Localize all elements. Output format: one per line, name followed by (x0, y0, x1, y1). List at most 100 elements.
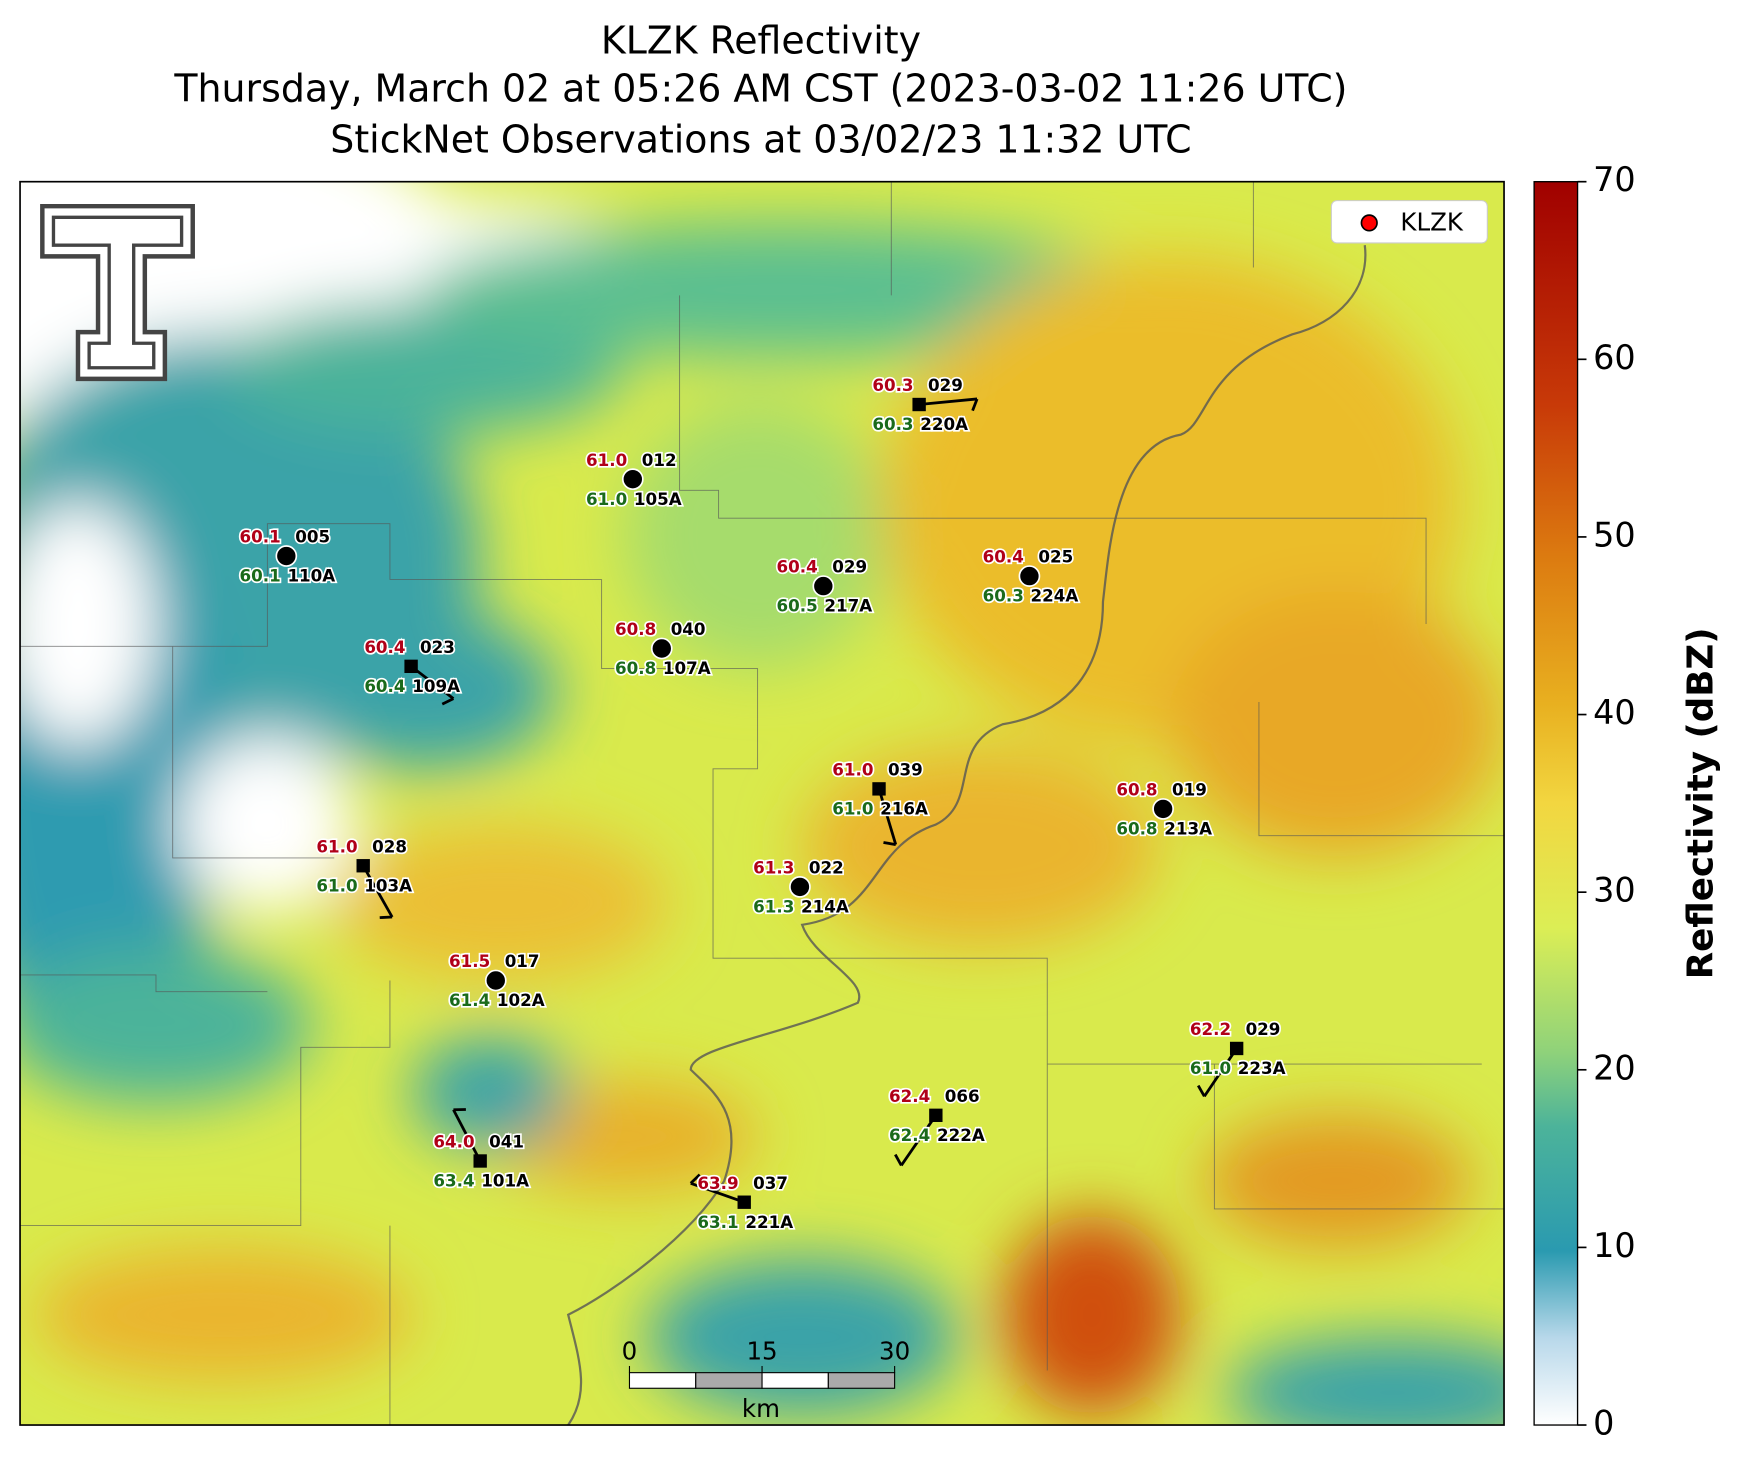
legend-label: KLZK (1400, 208, 1463, 237)
wind-barb-flag (379, 915, 393, 920)
observation-time: StickNet Observations at 03/02/23 11:32 … (330, 118, 1191, 162)
dewpoint: 61.0 (1190, 1058, 1231, 1078)
temperature: 61.5 (449, 951, 490, 971)
colorbar-label: Reflectivity (dBZ) (1680, 627, 1721, 979)
dewpoint: 60.4 (364, 676, 405, 696)
station-marker (1229, 1041, 1244, 1056)
temperature: 62.2 (1190, 1019, 1231, 1039)
colorbar-tick-label: 60 (1593, 338, 1636, 377)
colorbar-tick-label: 30 (1593, 871, 1636, 910)
station-id: 221A (745, 1212, 793, 1232)
station-code: 029 (1246, 1019, 1281, 1039)
scale-segment (827, 1372, 896, 1389)
station-code: 017 (505, 951, 540, 971)
station-code: 005 (295, 527, 330, 547)
scale-segment (695, 1372, 763, 1389)
station-id: 101A (481, 1171, 529, 1191)
scale-segment (628, 1372, 697, 1389)
dewpoint: 61.0 (586, 489, 627, 509)
station-marker (621, 468, 644, 491)
temperature: 61.3 (753, 858, 794, 878)
dewpoint: 60.1 (240, 566, 281, 586)
station-id: 223A (1238, 1058, 1286, 1078)
dewpoint: 60.3 (872, 414, 913, 434)
station-id: 105A (634, 489, 682, 509)
station-id: 110A (287, 566, 335, 586)
temperature: 61.0 (832, 760, 873, 780)
station-code: 029 (832, 557, 867, 577)
station-id: 216A (880, 799, 928, 819)
station-id: 220A (920, 414, 968, 434)
wind-barb-flag (1197, 1084, 1206, 1098)
scale-tick-label: 0 (622, 1336, 638, 1365)
wind-barb (690, 1181, 745, 1204)
station-marker (812, 575, 835, 597)
station-id: 107A (663, 658, 711, 678)
temperature: 60.4 (983, 547, 1024, 567)
station-id: 213A (1164, 819, 1212, 839)
dewpoint: 61.0 (316, 875, 357, 895)
station-marker (872, 782, 886, 796)
station-code: 040 (671, 619, 706, 639)
colorbar-tick-label: 50 (1593, 515, 1636, 554)
wind-barb (919, 397, 978, 406)
dewpoint: 60.5 (777, 596, 818, 616)
temperature: 60.4 (777, 557, 818, 577)
colorbar-tick-label: 20 (1593, 1048, 1636, 1087)
dewpoint: 62.4 (889, 1125, 930, 1145)
colorbar-tick-label: 70 (1593, 160, 1636, 199)
dewpoint: 61.3 (753, 897, 794, 917)
wind-barb-flag (894, 1153, 903, 1167)
dewpoint: 60.3 (983, 586, 1024, 606)
dewpoint: 60.8 (1116, 819, 1157, 839)
station-code: 025 (1038, 547, 1073, 567)
station-code: 023 (420, 637, 455, 657)
station-id: 103A (364, 875, 412, 895)
wind-barb (900, 1114, 937, 1167)
wind-barb-flag (971, 398, 979, 412)
university-logo (40, 203, 195, 382)
wind-barb (1203, 1047, 1238, 1098)
station-marker (275, 545, 298, 567)
legend-marker (1360, 214, 1378, 232)
scale-unit: km (742, 1394, 780, 1423)
wind-barb (877, 788, 898, 845)
legend: KLZK (1330, 200, 1488, 244)
wind-barb (410, 665, 455, 700)
temperature: 60.8 (1116, 780, 1157, 800)
station-marker (1152, 798, 1174, 820)
wind-barb-flag (883, 841, 896, 846)
station-code: 041 (489, 1132, 524, 1152)
title: KLZK Reflectivity (601, 19, 921, 63)
wind-barb (452, 1109, 482, 1162)
station-marker (473, 1154, 487, 1168)
wind-barb-flag (441, 697, 455, 706)
station-id: 109A (412, 676, 460, 696)
wind-barb (361, 865, 394, 918)
dewpoint: 60.8 (615, 658, 656, 678)
station-code: 022 (809, 858, 844, 878)
colorbar-tick-label: 40 (1593, 693, 1636, 732)
station-code: 039 (888, 760, 923, 780)
temperature: 64.0 (433, 1132, 474, 1152)
wind-barb-flag (689, 1173, 701, 1185)
station-code: 066 (945, 1086, 980, 1106)
temperature: 62.4 (889, 1086, 930, 1106)
station-code: 019 (1172, 780, 1207, 800)
station-code: 028 (372, 836, 407, 856)
station-marker (356, 859, 370, 873)
scale-tick-label: 15 (746, 1336, 777, 1365)
station-id: 102A (497, 990, 545, 1010)
station-marker (484, 969, 507, 992)
dewpoint: 63.1 (697, 1212, 738, 1232)
dewpoint: 61.4 (449, 990, 490, 1010)
station-id: 224A (1031, 586, 1079, 606)
temperature: 63.9 (697, 1173, 738, 1193)
station-code: 037 (753, 1173, 788, 1193)
temperature: 61.0 (586, 450, 627, 470)
station-marker (789, 876, 811, 898)
reflectivity-field (20, 181, 1505, 1426)
station-id: 217A (824, 596, 872, 616)
temperature: 60.8 (615, 619, 656, 639)
